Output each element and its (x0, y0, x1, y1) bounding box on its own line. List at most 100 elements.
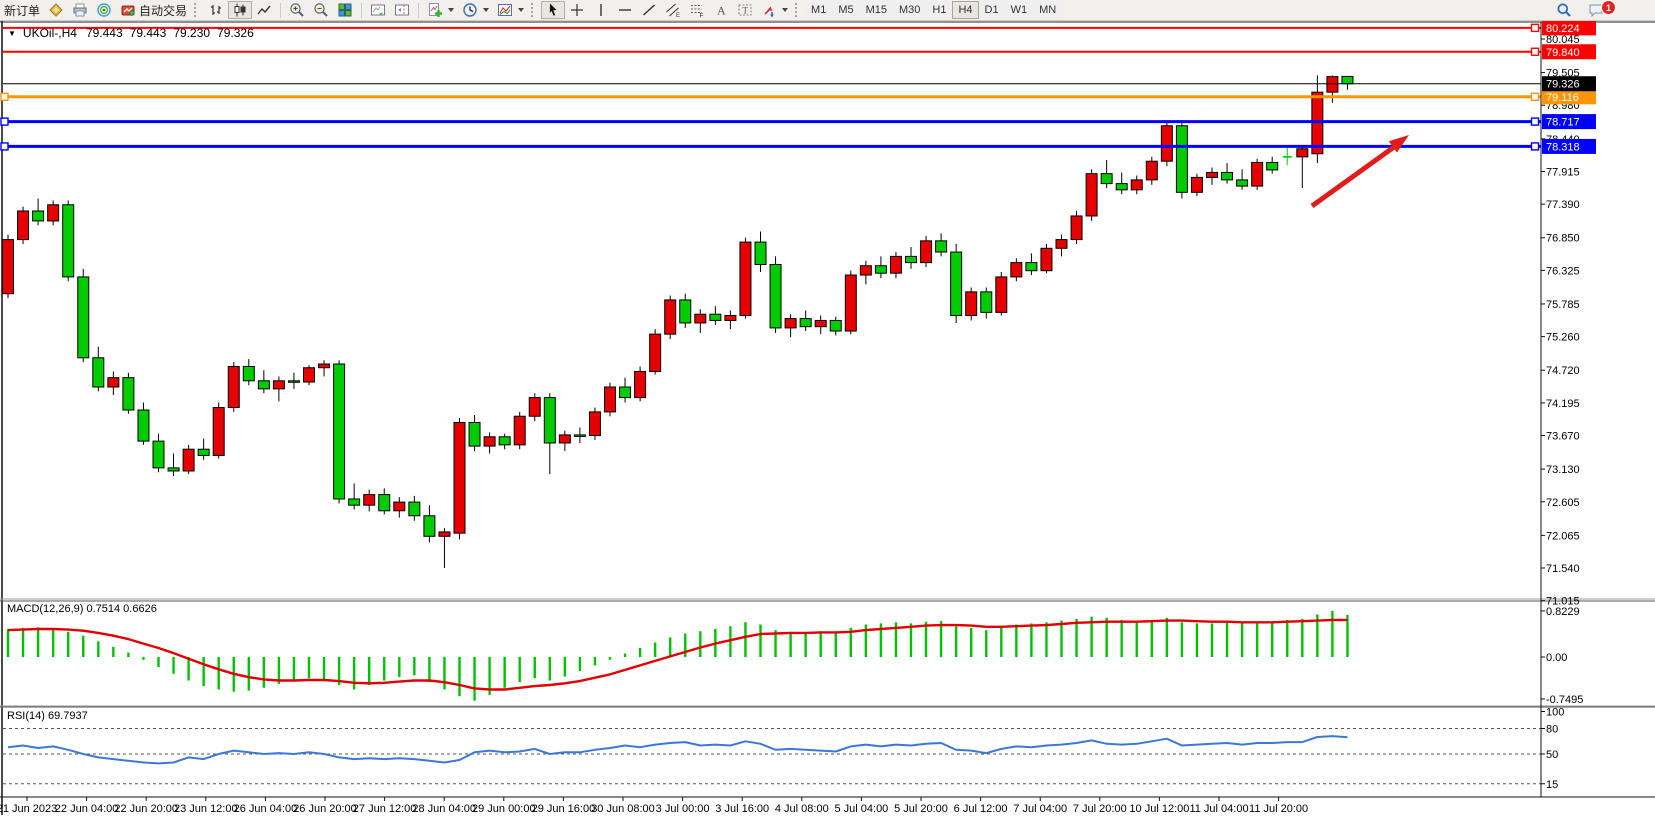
trendline-button[interactable] (637, 1, 661, 19)
svg-text:4 Jul 08:00: 4 Jul 08:00 (775, 803, 829, 815)
timeframe-mn-button[interactable]: MN (1033, 1, 1063, 19)
notification-badge: 1 (1601, 0, 1616, 15)
chart-title: ▼ UKOil-,H4 79.443 79.443 79.230 79.326 (8, 26, 254, 40)
chart-dropdown-icon[interactable]: ▼ (8, 28, 16, 38)
timeframe-h4-button[interactable]: H4 (952, 1, 979, 19)
toolbar-grip (531, 3, 537, 17)
auto-trading-button[interactable]: 自动交易 (116, 1, 191, 19)
svg-text:10 Jul 12:00: 10 Jul 12:00 (1129, 803, 1189, 815)
svg-text:73.130: 73.130 (1546, 464, 1580, 476)
candlestick-chart-icon (234, 3, 246, 17)
svg-text:15: 15 (1546, 779, 1558, 791)
toolbar: 新订单 自动交易 (0, 0, 1655, 21)
crosshair-button[interactable] (565, 1, 589, 19)
indicators-button[interactable] (423, 1, 458, 19)
text-button[interactable]: A (709, 1, 733, 19)
svg-text:28 Jun 04:00: 28 Jun 04:00 (412, 803, 476, 815)
candlestick-chart-button[interactable] (228, 1, 253, 19)
svg-text:79.326: 79.326 (1546, 79, 1580, 91)
equidistant-channel-button[interactable]: E (661, 1, 685, 19)
broadcast-button[interactable] (92, 1, 116, 19)
zoom-out-button[interactable] (309, 1, 333, 19)
tile-windows-icon (338, 3, 352, 17)
svg-text:100: 100 (1546, 707, 1564, 719)
printer-icon (73, 3, 87, 17)
svg-text:78.318: 78.318 (1546, 141, 1580, 153)
toolbar-grip (194, 3, 200, 17)
zoom-in-button[interactable] (285, 1, 309, 19)
broadcast-icon (97, 3, 111, 17)
timeframe-h1-button[interactable]: H1 (926, 1, 953, 19)
toolbar-separator (418, 2, 420, 18)
chat-button[interactable]: 1 (1584, 0, 1616, 19)
text-label-button[interactable]: T (733, 1, 757, 19)
svg-text:29 Jun 16:00: 29 Jun 16:00 (532, 803, 596, 815)
svg-text:F: F (700, 13, 704, 19)
svg-text:7 Jul 20:00: 7 Jul 20:00 (1073, 803, 1127, 815)
horizontal-line-icon (619, 9, 632, 11)
toolbar-grip (795, 3, 801, 17)
svg-text:73.670: 73.670 (1546, 431, 1580, 443)
macd-indicator-label: MACD(12,26,9) 0.7514 0.6626 (7, 603, 157, 615)
search-button[interactable] (1552, 1, 1576, 19)
svg-text:22 Jun 04:00: 22 Jun 04:00 (55, 803, 119, 815)
svg-text:78.717: 78.717 (1546, 117, 1580, 129)
svg-text:11 Jul 20:00: 11 Jul 20:00 (1249, 803, 1308, 815)
bar-chart-icon (211, 5, 222, 15)
svg-text:5 Jul 04:00: 5 Jul 04:00 (834, 803, 888, 815)
chevron-down-icon (448, 8, 455, 12)
gold-seal-button[interactable] (44, 1, 68, 19)
svg-text:A: A (717, 4, 726, 18)
cursor-button[interactable] (541, 1, 566, 19)
ohlc-low: 79.230 (173, 26, 211, 40)
ohlc-high: 79.443 (129, 26, 167, 40)
svg-text:22 Jun 20:00: 22 Jun 20:00 (114, 803, 178, 815)
vertical-line-button[interactable] (589, 1, 613, 19)
new-order-button[interactable]: 新订单 (0, 1, 44, 19)
chart-shift-button[interactable] (390, 1, 414, 19)
timeframe-d1-button[interactable]: D1 (978, 1, 1005, 19)
auto-scroll-icon (371, 4, 386, 16)
tile-windows-button[interactable] (333, 1, 357, 19)
timeframe-m1-button[interactable]: M1 (805, 1, 833, 19)
arrows-icon (764, 6, 774, 18)
timeframe-m30-button[interactable]: M30 (893, 1, 927, 19)
timeframe-w1-button[interactable]: W1 (1004, 1, 1034, 19)
search-icon (1557, 3, 1571, 17)
vertical-line-icon (600, 4, 602, 16)
bar-chart-button[interactable] (204, 1, 228, 19)
svg-text:E: E (676, 13, 680, 18)
fibonacci-button[interactable]: F (685, 1, 709, 19)
printer-button[interactable] (68, 1, 92, 19)
svg-text:26 Jun 04:00: 26 Jun 04:00 (234, 803, 298, 815)
chart-shift-icon (395, 4, 410, 16)
svg-text:80: 80 (1546, 724, 1558, 736)
svg-text:74.720: 74.720 (1546, 365, 1580, 377)
rsi-indicator-label: RSI(14) 69.7937 (7, 710, 88, 722)
timeframe-m15-button[interactable]: M15 (859, 1, 893, 19)
timeframe-m5-button[interactable]: M5 (832, 1, 860, 19)
line-chart-button[interactable] (252, 1, 276, 19)
svg-text:75.785: 75.785 (1546, 299, 1580, 311)
crosshair-icon (571, 4, 584, 16)
autotrading-icon (121, 5, 135, 16)
auto-scroll-button[interactable] (366, 1, 390, 19)
cursor-icon (549, 3, 557, 16)
fibonacci-icon: F (691, 5, 704, 19)
svg-text:71.540: 71.540 (1546, 563, 1580, 575)
arrows-button[interactable] (757, 1, 792, 19)
chevron-down-icon (782, 8, 789, 12)
svg-text:79.116: 79.116 (1546, 92, 1579, 104)
new-order-label: 新订单 (4, 3, 41, 18)
svg-text:-0.7495: -0.7495 (1546, 694, 1583, 706)
chevron-down-icon (518, 8, 525, 12)
svg-text:5 Jul 20:00: 5 Jul 20:00 (894, 803, 948, 815)
templates-button[interactable] (493, 1, 528, 19)
auto-trading-label: 自动交易 (139, 3, 188, 18)
indicators-add-icon (429, 3, 443, 17)
periods-button[interactable] (458, 1, 493, 19)
toolbar-separator (361, 2, 363, 18)
horizontal-line-button[interactable] (613, 1, 637, 19)
ohlc-open: 79.443 (85, 26, 123, 40)
